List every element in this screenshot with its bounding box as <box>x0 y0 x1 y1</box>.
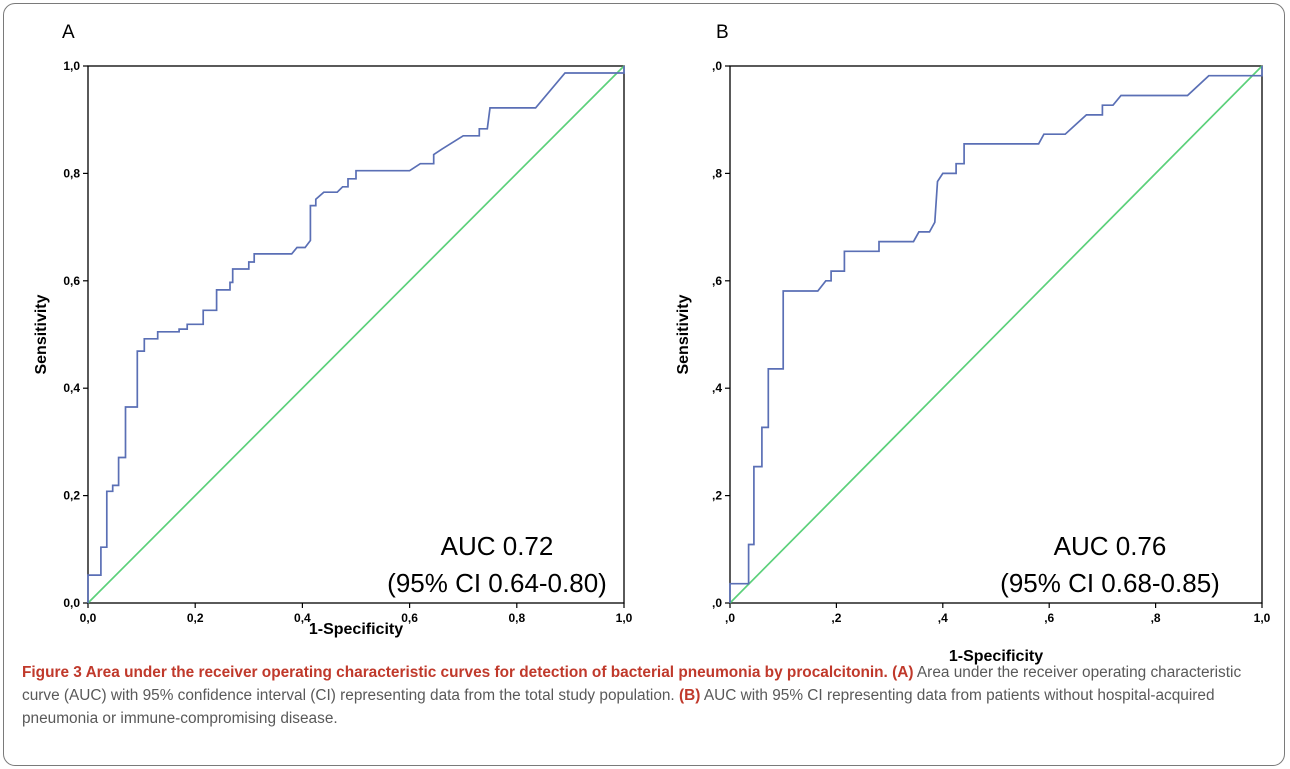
auc-ci-a: (95% CI 0.64-0.80) <box>387 568 607 598</box>
panel-b-chart: B ,0 ,2 ,4 ,6 ,8 1,0 ,0 ,2 ,4 ,6 ,8 ,0 1-Specificity S… <box>675 22 1271 665</box>
x-tick-label-b: ,2 <box>831 611 841 625</box>
x-tick-label-a: 0,4 <box>294 611 311 625</box>
figure-caption: Figure 3 Area under the receiver operati… <box>22 661 1270 730</box>
y-tick-label-b: ,0 <box>712 596 722 610</box>
y-tick-label-a: 1,0 <box>63 59 80 73</box>
y-axis-label-b: Sensitivity <box>675 294 692 374</box>
roc-curve-a <box>87 66 625 603</box>
y-tick-label-b: ,2 <box>712 489 722 503</box>
auc-value-a: AUC 0.72 <box>441 531 554 561</box>
panel-a-letter: A <box>62 22 75 43</box>
y-tick-label-b: ,8 <box>712 166 722 180</box>
y-tick-label-a: 0,4 <box>63 381 80 395</box>
caption-text-b: AUC with 95% CI representing data from p… <box>22 687 1215 727</box>
reference-diagonal-a <box>87 65 625 604</box>
x-tick-label-b: ,8 <box>1151 611 1161 625</box>
y-tick-label-b: ,6 <box>712 274 722 288</box>
x-tick-label-a: 0,8 <box>508 611 525 625</box>
auc-value-b: AUC 0.76 <box>1054 531 1167 561</box>
x-tick-label-a: 0,2 <box>187 611 204 625</box>
panel-b-letter: B <box>716 22 729 43</box>
caption-text-a: Area under the receiver operating charac… <box>22 664 1242 704</box>
y-tick-label-a: 0,8 <box>63 166 80 180</box>
plot-frame-b <box>729 65 1263 604</box>
auc-ci-b: (95% CI 0.68-0.85) <box>1000 568 1220 598</box>
y-tick-label-b: ,0 <box>712 59 722 73</box>
x-tick-label-b: ,6 <box>1044 611 1054 625</box>
x-tick-label-b: 1,0 <box>1254 611 1271 625</box>
y-tick-label-a: 0,2 <box>63 489 80 503</box>
plot-frame-a <box>87 65 625 604</box>
y-tick-label-a: 0,6 <box>63 274 80 288</box>
y-axis-label-a: Sensitivity <box>33 294 50 374</box>
x-tick-label-a: 0,6 <box>401 611 418 625</box>
x-tick-label-a: 1,0 <box>616 611 633 625</box>
x-tick-label-b: ,0 <box>725 611 735 625</box>
caption-marker-a: (A) <box>892 664 914 681</box>
x-tick-label-a: 0,0 <box>80 611 97 625</box>
reference-diagonal-b <box>729 65 1263 604</box>
figure-frame <box>3 3 1285 766</box>
panel-a-chart: A 0,0 0,2 0,4 0,6 0,8 1,0 0,0 0,2 0,4 0,6 0,8 1,0 1-S… <box>33 22 633 638</box>
y-tick-label-a: 0,0 <box>63 596 80 610</box>
y-tick-label-b: ,4 <box>712 381 722 395</box>
x-tick-label-b: ,4 <box>938 611 948 625</box>
caption-marker-b: (B) <box>679 687 701 704</box>
roc-curve-b <box>729 66 1263 603</box>
caption-title: Figure 3 Area under the receiver operati… <box>22 664 888 681</box>
x-axis-label-b: 1-Specificity <box>949 648 1043 665</box>
x-axis-label-a: 1-Specificity <box>309 621 403 638</box>
